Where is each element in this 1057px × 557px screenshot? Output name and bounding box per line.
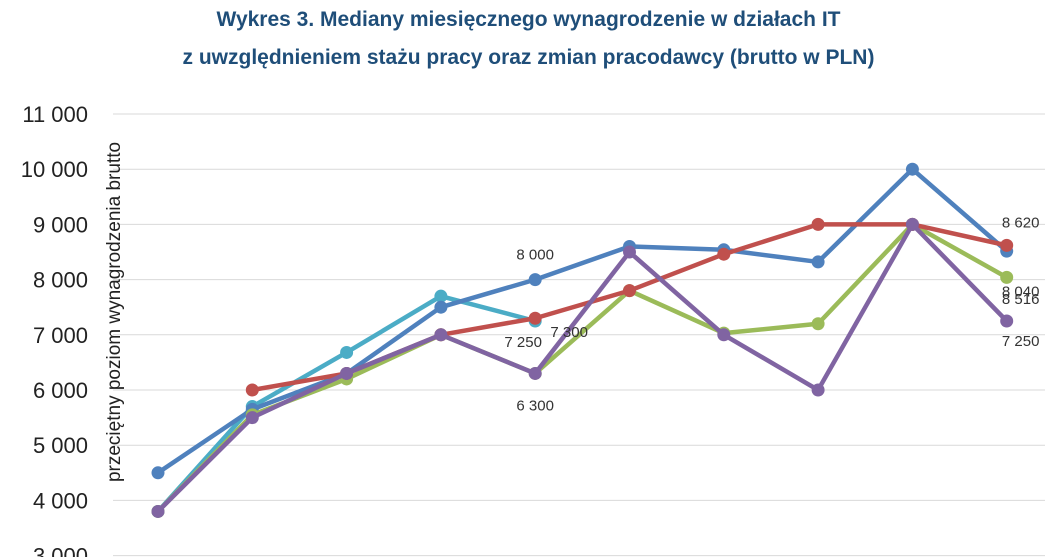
series-2: [151, 162, 1014, 480]
y-tick-label: 11 000: [22, 102, 88, 127]
data-label: 7 250: [504, 334, 542, 351]
data-point: [905, 162, 919, 176]
data-point: [434, 289, 448, 303]
data-point: [811, 217, 825, 231]
data-point: [340, 345, 354, 359]
data-point: [623, 284, 636, 298]
data-label: 8 516: [1002, 291, 1040, 308]
data-point: [811, 255, 825, 269]
y-tick-labels: 3 000 4 000 5 000 6 000 7 000 8 000 9 000 10 00…: [21, 102, 88, 557]
data-label: 6 300: [516, 397, 554, 414]
y-tick-label: 7 000: [33, 323, 88, 348]
data-point: [151, 504, 165, 518]
series-5: [151, 217, 1014, 518]
series-1: [151, 289, 542, 518]
data-point: [151, 466, 165, 480]
y-tick-label: 4 000: [33, 488, 88, 513]
data-point: [811, 317, 825, 331]
data-point: [811, 383, 825, 397]
data-point: [434, 300, 448, 314]
data-label: 8 620: [1002, 214, 1040, 231]
data-point: [1000, 314, 1014, 328]
data-point: [623, 245, 636, 259]
data-label: 8 000: [516, 247, 554, 264]
series-line: [156, 222, 1008, 514]
data-label: 7 300: [550, 324, 588, 341]
data-point: [434, 328, 448, 342]
series-line: [156, 222, 1009, 514]
y-tick-label: 9 000: [33, 212, 88, 237]
data-label: 8 040: [1002, 283, 1040, 300]
data-point: [245, 411, 259, 425]
data-point: [245, 383, 259, 397]
y-tick-label: 5 000: [33, 433, 88, 458]
data-point: [528, 311, 542, 325]
chart-title: Wykres 3. Mediany miesięcznego wynagrodz…: [216, 8, 841, 31]
data-point: [717, 328, 731, 342]
y-tick-label: 3 000: [33, 544, 88, 557]
data-point: [1000, 238, 1014, 252]
data-point: [1000, 270, 1014, 284]
y-tick-label: 10 000: [21, 157, 88, 182]
series-lines: [151, 162, 1014, 518]
y-tick-label: 6 000: [33, 378, 88, 403]
data-point: [528, 273, 542, 287]
y-axis-label: przeciętny poziom wynagrodzenia brutto: [104, 142, 125, 482]
data-point: [340, 366, 354, 380]
data-point: [528, 366, 542, 380]
y-tick-label: 8 000: [33, 268, 88, 293]
series-line: [156, 166, 1009, 475]
data-label: 7 250: [1002, 333, 1040, 350]
data-point: [717, 247, 731, 261]
data-point: [905, 217, 919, 231]
chart-subtitle: z uwzględnieniem stażu pracy oraz zmian …: [182, 46, 875, 69]
